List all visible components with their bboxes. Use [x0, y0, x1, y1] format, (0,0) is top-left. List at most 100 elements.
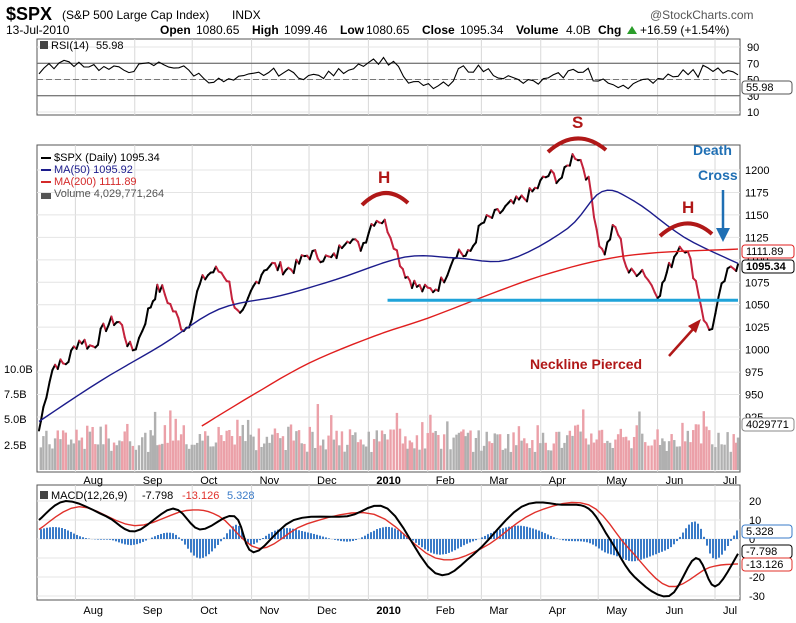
- index-name: (S&P 500 Large Cap Index): [62, 8, 209, 22]
- volume-bar: [59, 439, 62, 470]
- macd-tick: 10: [749, 515, 761, 527]
- macd-histogram-bar: [616, 539, 618, 557]
- volume-bar: [201, 440, 204, 470]
- volume-bar: [694, 424, 698, 470]
- volume-bar: [517, 426, 521, 470]
- macd-histogram-bar: [565, 539, 567, 541]
- price-segment: [67, 349, 73, 363]
- price-segment: [134, 336, 141, 351]
- volume-bar: [579, 431, 582, 470]
- neckline-arrow: [668, 326, 696, 357]
- volume-bar: [536, 425, 539, 470]
- price-segment: [257, 273, 263, 285]
- macd-histogram-bar: [724, 539, 726, 551]
- volume-bar: [112, 442, 116, 470]
- price-segment: [582, 167, 587, 181]
- macd-histogram-bar: [151, 537, 153, 539]
- exchange: INDX: [232, 8, 261, 22]
- volume-tag-text: 4029771: [746, 419, 789, 431]
- macd-histogram-bar: [688, 524, 690, 539]
- price-segment: [603, 241, 609, 256]
- macd-histogram-bar: [46, 527, 48, 539]
- macd-histogram-bar: [337, 539, 339, 541]
- volume-bar: [565, 435, 569, 470]
- x-axis-label: 2010: [376, 475, 400, 487]
- macd-histogram-bar: [727, 539, 729, 546]
- price-segment: [641, 268, 647, 278]
- volume-bar: [146, 451, 150, 470]
- volume-bar: [42, 436, 45, 470]
- volume-bar: [354, 432, 357, 470]
- macd-histogram-bar: [619, 539, 621, 558]
- macd-tag: -7.798: [741, 544, 793, 559]
- volume-bar: [512, 432, 515, 470]
- volume-bar: [587, 444, 590, 470]
- macd-histogram-bar: [709, 539, 711, 554]
- volume-bar: [442, 434, 446, 470]
- volume-bar: [670, 434, 673, 470]
- chg-value: +16.59 (+1.54%): [640, 23, 729, 37]
- volume-bar: [656, 429, 659, 470]
- volume-bar: [736, 437, 740, 470]
- macd-histogram-bar: [454, 539, 456, 551]
- close-tag-text: 1095.34: [746, 261, 787, 273]
- volume-bar: [217, 426, 220, 470]
- volume-bar: [332, 439, 336, 470]
- macd-histogram-bar: [451, 539, 453, 552]
- macd-histogram-bar: [676, 539, 678, 542]
- price-tick: 975: [745, 367, 763, 379]
- macd-histogram-bar: [178, 537, 180, 539]
- volume-bar: [241, 424, 244, 470]
- macd-histogram-bar: [640, 539, 642, 560]
- legend-swatch: [41, 157, 51, 159]
- macd-histogram-bar: [718, 539, 720, 558]
- x-axis-label: Aug: [83, 475, 103, 487]
- price-segment: [48, 369, 54, 384]
- volume-bar: [622, 437, 625, 470]
- macd-histogram-bar: [334, 539, 336, 540]
- macd-histogram-bar: [604, 539, 606, 553]
- volume-bar: [110, 450, 113, 470]
- volume-bar: [378, 441, 381, 470]
- x-axis-label: Apr: [549, 475, 566, 487]
- volume-bar: [284, 450, 287, 470]
- macd-histogram-bar: [670, 539, 672, 548]
- x-axis-label: Aug: [83, 605, 103, 617]
- volume-bar: [214, 442, 218, 470]
- price-segment: [228, 280, 234, 301]
- macd-histogram-bar: [217, 539, 219, 545]
- macd-histogram-bar: [355, 539, 357, 541]
- volume-bar: [592, 442, 596, 470]
- macd-histogram-bar: [397, 530, 399, 539]
- rsi-tick: 10: [747, 107, 759, 119]
- volume-bar: [541, 432, 545, 470]
- volume-bar: [404, 436, 407, 470]
- price-segment: [177, 317, 183, 331]
- rsi-line: [38, 56, 739, 90]
- macd-histogram-bar: [85, 538, 87, 539]
- macd-histogram-bar: [118, 539, 120, 543]
- volume-bar: [533, 451, 537, 470]
- volume-bar: [600, 429, 604, 470]
- volume-bar: [563, 442, 566, 470]
- volume-bar: [638, 411, 641, 470]
- macd-histogram-bar: [166, 532, 168, 539]
- macd-histogram-bar: [295, 529, 297, 539]
- macd-histogram-bar: [154, 536, 156, 539]
- macd-histogram-bar: [445, 539, 447, 554]
- x-axis-label: Oct: [200, 605, 217, 617]
- macd-histogram-bar: [214, 539, 216, 549]
- macd-histogram-bar: [592, 539, 594, 545]
- x-axis-label: Mar: [489, 475, 508, 487]
- volume-bar: [632, 436, 636, 470]
- volume-bar: [346, 444, 349, 470]
- volume-bar: [711, 444, 714, 470]
- price-segment: [663, 271, 668, 282]
- x-axis-label: Jun: [666, 475, 684, 487]
- price-segment: [389, 237, 395, 250]
- rsi-value: 55.98: [96, 40, 124, 52]
- volume-bar: [544, 442, 547, 470]
- price-segment: [154, 283, 159, 301]
- high-label: High: [252, 23, 279, 37]
- macd-histogram-bar: [193, 539, 195, 556]
